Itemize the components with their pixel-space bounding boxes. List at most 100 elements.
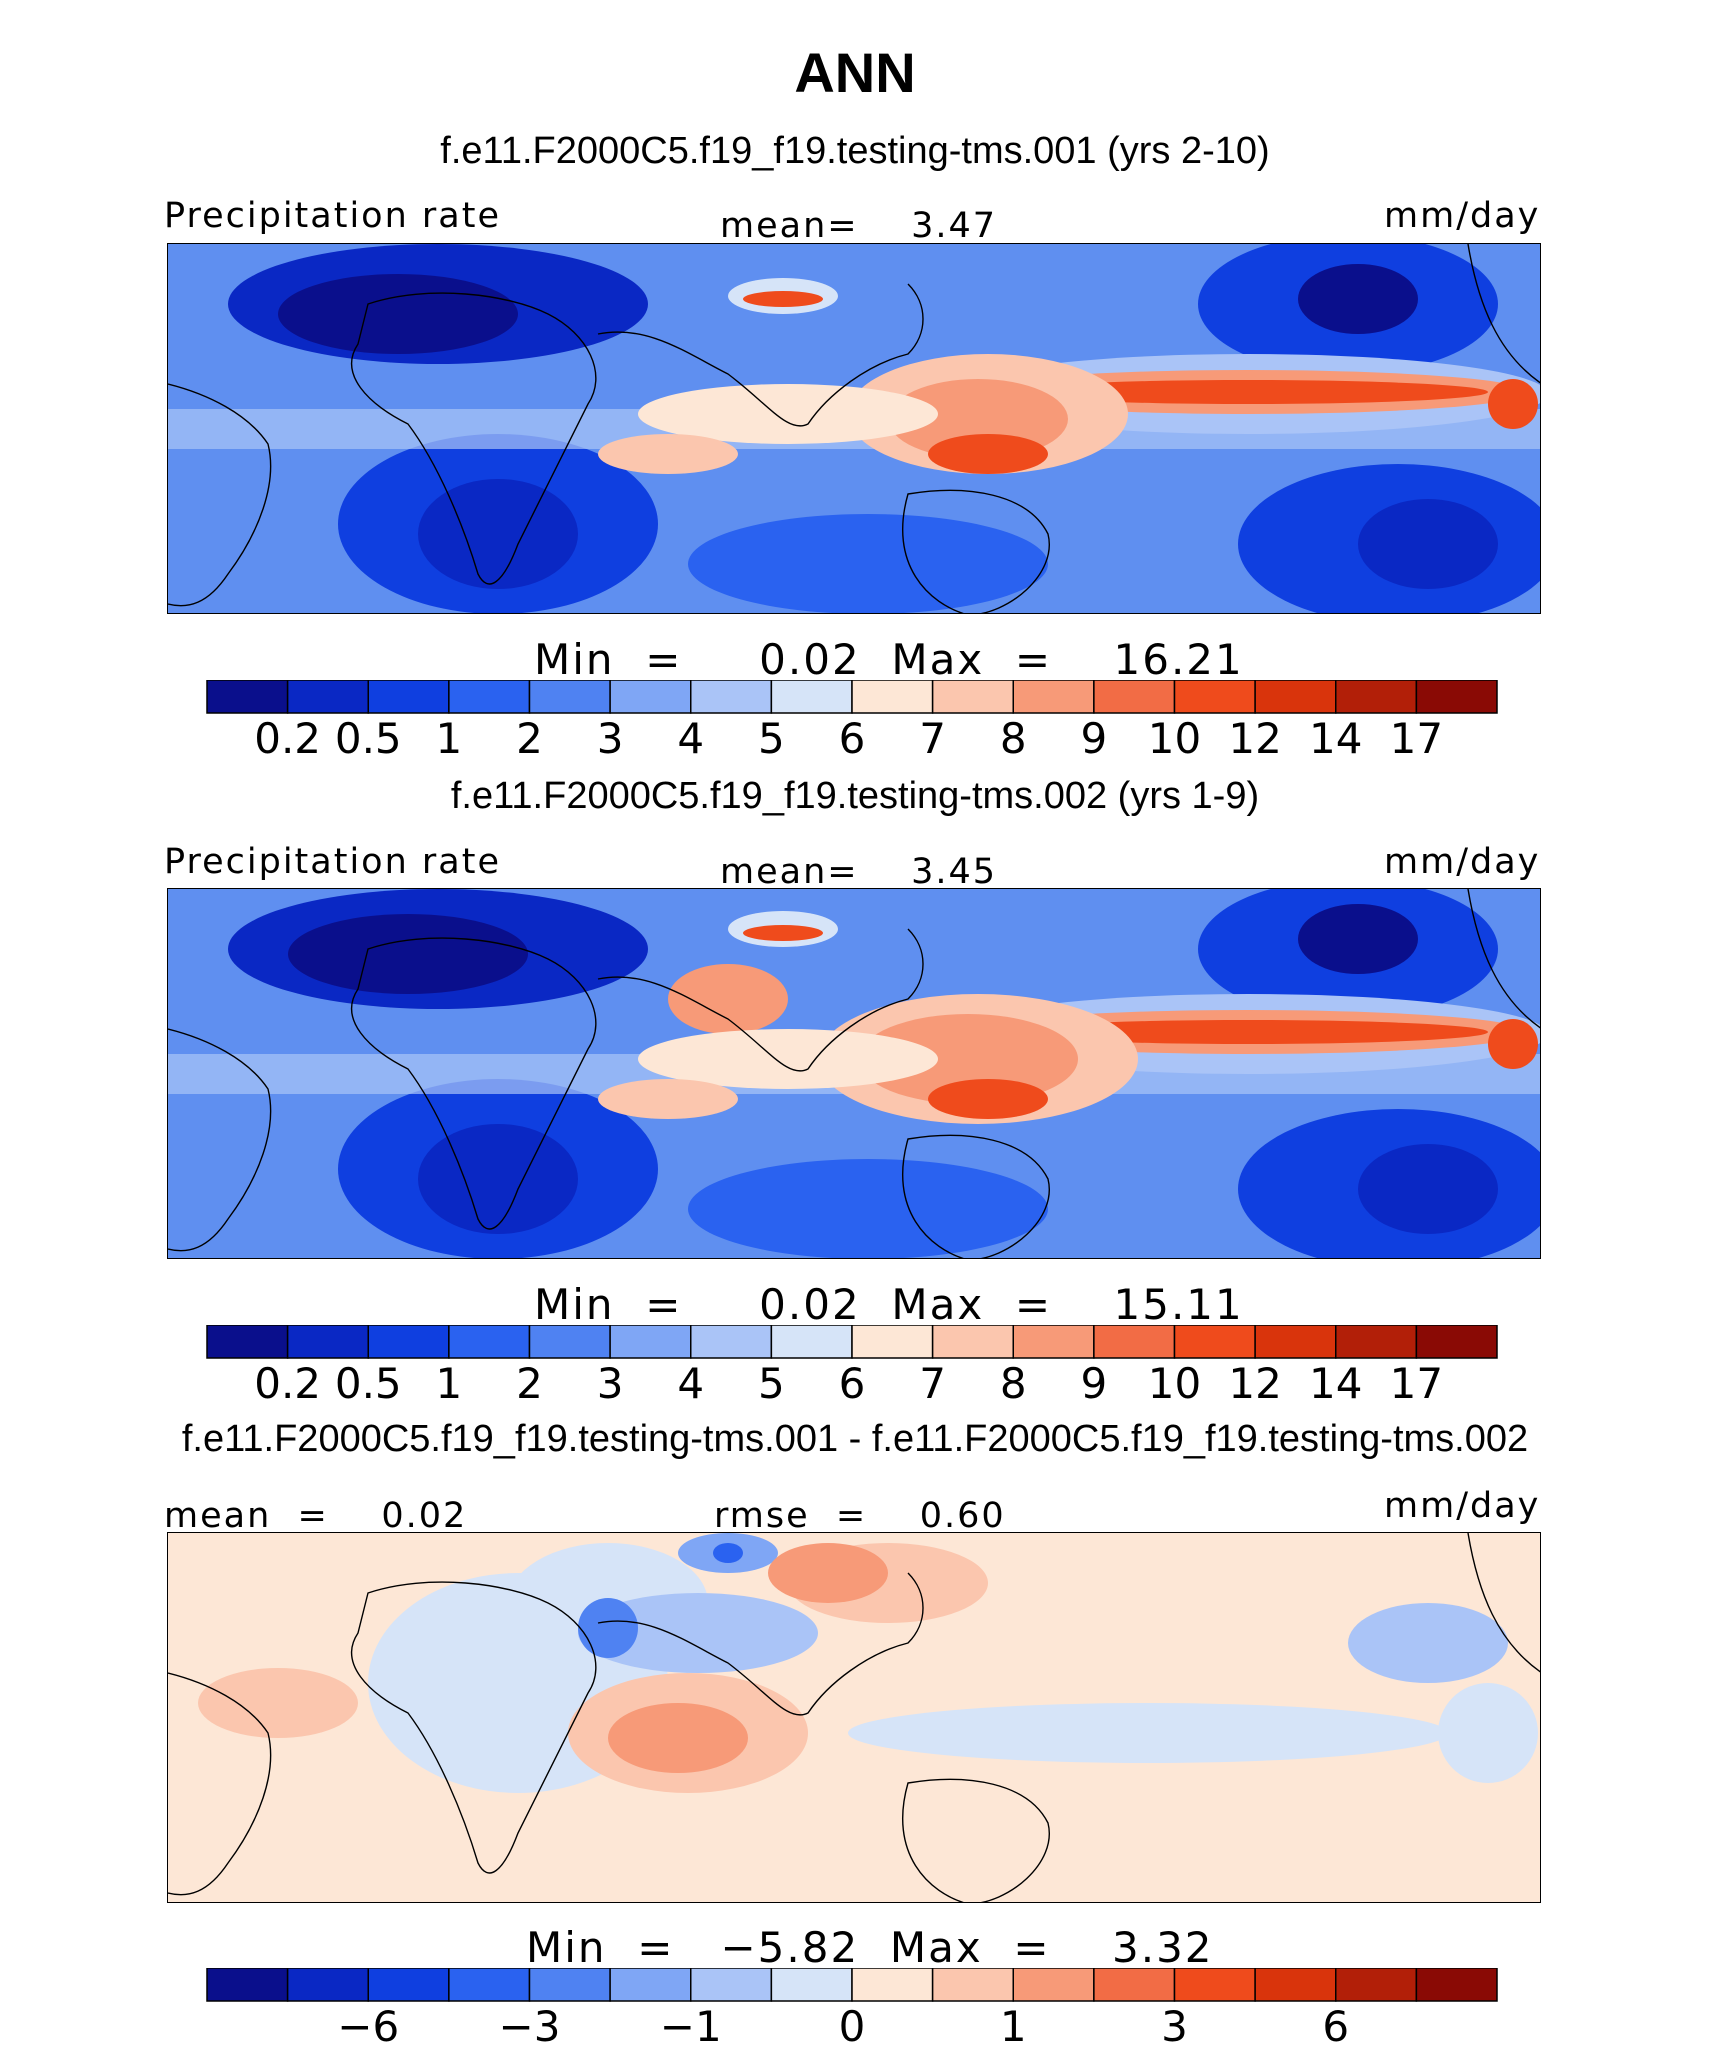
- panel-1-units-label: mm/day: [1384, 196, 1541, 236]
- panel-3-case-title: f.e11.F2000C5.f19_f19.testing-tms.001 - …: [181, 1418, 1529, 1460]
- panel-3-colorbar-tick-label: 0: [839, 2002, 866, 2051]
- panel-1-mean-label: mean= 3.47: [720, 206, 998, 246]
- panel-2-colorbar-box: [367, 1325, 450, 1359]
- panel-2-colorbar-tick-label: 2: [516, 1359, 543, 1408]
- panel-3-colorbar-box: [1415, 1968, 1498, 2002]
- panel-1-colorbar-tick-label: 12: [1228, 714, 1281, 763]
- panel-3-colorbar-tick-label: −3: [499, 2002, 561, 2051]
- panel-2-colorbar-box: [931, 1325, 1014, 1359]
- panel-2-colorbar-tick-label: 5: [758, 1359, 785, 1408]
- panel-2-colorbar-box: [1415, 1325, 1498, 1359]
- panel-3-colorbar-tick-label: 3: [1161, 2002, 1188, 2051]
- panel-2-colorbar-tick-label: 9: [1081, 1359, 1108, 1408]
- panel-1-colorbar-box: [1173, 680, 1256, 714]
- panel-3-mean-label: mean = 0.02: [164, 1496, 468, 1536]
- panel-1-colorbar-tick-label: 5: [758, 714, 785, 763]
- panel-1-colorbar-box: [206, 680, 289, 714]
- panel-1-colorbar-tick-label: 3: [597, 714, 624, 763]
- panel-1-colorbar-box: [931, 680, 1014, 714]
- panel-2-colorbar-box: [1012, 1325, 1095, 1359]
- panel-2-colorbar-box: [286, 1325, 369, 1359]
- panel-1-colorbar-box: [1012, 680, 1095, 714]
- panel-1-colorbar-box: [1415, 680, 1498, 714]
- panel-3-colorbar-box: [528, 1968, 611, 2002]
- panel-2-colorbar-tick-label: 12: [1228, 1359, 1281, 1408]
- panel-3-units-label: mm/day: [1384, 1486, 1541, 1526]
- panel-1-colorbar-box: [609, 680, 692, 714]
- panel-1-colorbar-box: [770, 680, 853, 714]
- panel-2-colorbar-box: [770, 1325, 853, 1359]
- panel-1-colorbar-box: [1335, 680, 1418, 714]
- panel-1-colorbar-tick-label: 0.2: [254, 714, 321, 763]
- panel-2-colorbar-tick-label: 1: [436, 1359, 463, 1408]
- panel-2-colorbar-box: [448, 1325, 531, 1359]
- panel-2-colorbar-box: [690, 1325, 773, 1359]
- panel-3-colorbar-box: [1254, 1968, 1337, 2002]
- panel-2-colorbar-box: [1093, 1325, 1176, 1359]
- panel-1-colorbar-box: [528, 680, 611, 714]
- panel-1-colorbar-box: [851, 680, 934, 714]
- panel-1-colorbar: 0.2 0.5 1 2 3 4 5 6 7 8 9 10 12 14 17: [205, 680, 1505, 770]
- panel-2-case-title: f.e11.F2000C5.f19_f19.testing-tms.002 (y…: [450, 775, 1260, 817]
- panel-3-colorbar: −6 −3 −1 0 1 3 6: [205, 1968, 1505, 2058]
- panel-2-colorbar-box: [206, 1325, 289, 1359]
- panel-2-colorbar: 0.2 0.5 1 2 3 4 5 6 7 8 9 10 12 14 17: [205, 1325, 1505, 1415]
- panel-3-colorbar-svg: −6 −3 −1 0 1 3 6: [206, 1968, 1498, 2051]
- panel-3-colorbar-box: [448, 1968, 531, 2002]
- panel-3-colorbar-box: [770, 1968, 853, 2002]
- panel-2-colorbar-box: [609, 1325, 692, 1359]
- panel-1-colorbar-tick-label: 10: [1148, 714, 1201, 763]
- figure-title: ANN: [794, 41, 916, 104]
- panel-1-colorbar-svg: 0.2 0.5 1 2 3 4 5 6 7 8 9 10 12 14 17: [206, 680, 1498, 763]
- panel-2-minmax: Min = 0.02 Max = 15.11: [534, 1280, 1244, 1329]
- panel-2-colorbar-tick-label: 14: [1309, 1359, 1362, 1408]
- panel-2-colorbar-tick-label: 0.5: [335, 1359, 402, 1408]
- panel-2-colorbar-tick-label: 8: [1000, 1359, 1027, 1408]
- panel-3-colorbar-box: [851, 1968, 934, 2002]
- panel-2-colorbar-svg: 0.2 0.5 1 2 3 4 5 6 7 8 9 10 12 14 17: [206, 1325, 1498, 1408]
- panel-2-mean-label: mean= 3.45: [720, 852, 998, 892]
- panel-1-colorbar-tick-label: 17: [1390, 714, 1443, 763]
- panel-1-colorbar-box: [1254, 680, 1337, 714]
- panel-2-colorbar-box: [1335, 1325, 1418, 1359]
- panel-2-colorbar-tick-label: 4: [677, 1359, 704, 1408]
- panel-3-colorbar-box: [609, 1968, 692, 2002]
- panel-1-colorbar-box: [367, 680, 450, 714]
- panel-1-colorbar-box: [448, 680, 531, 714]
- panel-3-rmse-label: rmse = 0.60: [714, 1496, 1006, 1536]
- panel-1-colorbar-tick-label: 0.5: [335, 714, 402, 763]
- panel-2-map: [167, 888, 1541, 1259]
- panel-2-colorbar-tick-label: 7: [919, 1359, 946, 1408]
- panel-3-colorbar-box: [1093, 1968, 1176, 2002]
- panel-3-colorbar-box: [1173, 1968, 1256, 2002]
- panel-3-colorbar-box: [1012, 1968, 1095, 2002]
- panel-3-colorbar-box: [206, 1968, 289, 2002]
- panel-3-minmax: Min = −5.82 Max = 3.32: [526, 1923, 1214, 1972]
- panel-2-variable-label: Precipitation rate: [164, 842, 501, 882]
- panel-3-colorbar-box: [367, 1968, 450, 2002]
- panel-3-colorbar-box: [286, 1968, 369, 2002]
- panel-2-colorbar-tick-label: 3: [597, 1359, 624, 1408]
- panel-3-colorbar-box: [931, 1968, 1014, 2002]
- panel-2-colorbar-tick-label: 10: [1148, 1359, 1201, 1408]
- panel-3-map: [167, 1532, 1541, 1903]
- panel-2-units-label: mm/day: [1384, 842, 1541, 882]
- panel-1-colorbar-box: [286, 680, 369, 714]
- panel-3-colorbar-tick-label: 1: [1000, 2002, 1027, 2051]
- panel-3-colorbar-tick-label: −6: [337, 2002, 399, 2051]
- panel-1-colorbar-box: [690, 680, 773, 714]
- panel-1-colorbar-tick-label: 9: [1081, 714, 1108, 763]
- panel-1-map: [167, 243, 1541, 614]
- panel-1-colorbar-tick-label: 7: [919, 714, 946, 763]
- panel-3-colorbar-tick-label: 6: [1322, 2002, 1349, 2051]
- panel-2-colorbar-box: [1254, 1325, 1337, 1359]
- panel-2-colorbar-tick-label: 6: [839, 1359, 866, 1408]
- panel-1-colorbar-box: [1093, 680, 1176, 714]
- panel-3-colorbar-tick-label: −1: [660, 2002, 722, 2051]
- panel-2-colorbar-tick-label: 17: [1390, 1359, 1443, 1408]
- panel-1-colorbar-tick-label: 2: [516, 714, 543, 763]
- panel-1-colorbar-tick-label: 1: [436, 714, 463, 763]
- panel-2-colorbar-box: [1173, 1325, 1256, 1359]
- panel-3-colorbar-box: [1335, 1968, 1418, 2002]
- panel-1-map-svg: [168, 244, 1540, 613]
